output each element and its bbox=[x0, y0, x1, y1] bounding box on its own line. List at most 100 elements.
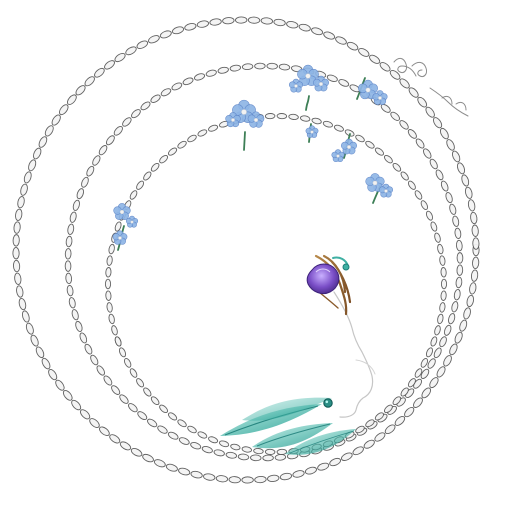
chain-link bbox=[421, 387, 432, 399]
chain-link bbox=[369, 54, 381, 64]
chain-link bbox=[71, 309, 79, 321]
chain-link bbox=[440, 180, 449, 192]
chain-link bbox=[28, 159, 37, 172]
chain-link bbox=[266, 62, 278, 70]
chain-link bbox=[425, 347, 434, 358]
chain-link bbox=[400, 387, 409, 397]
chain-link bbox=[346, 41, 359, 51]
flower-stem bbox=[305, 95, 310, 111]
chain-link bbox=[184, 23, 197, 31]
chain-link bbox=[276, 448, 288, 455]
chain-link bbox=[420, 358, 429, 368]
chain-link bbox=[129, 190, 138, 200]
chain-link bbox=[137, 411, 148, 421]
chain-link bbox=[344, 129, 355, 137]
chain-link bbox=[168, 147, 178, 156]
chain-link bbox=[341, 452, 353, 461]
forget-me-not-icon bbox=[372, 90, 388, 105]
chain-link bbox=[14, 272, 22, 286]
chain-link bbox=[439, 255, 446, 266]
chain-link bbox=[171, 82, 183, 91]
chain-link bbox=[433, 347, 442, 359]
chain-link bbox=[436, 366, 446, 378]
chain-link bbox=[472, 256, 480, 270]
chain-link bbox=[12, 247, 20, 260]
chain-link bbox=[433, 117, 443, 129]
chain-link bbox=[114, 52, 126, 63]
chain-link bbox=[333, 124, 344, 132]
chain-link bbox=[392, 396, 402, 406]
chain-link bbox=[55, 379, 65, 391]
chain-link bbox=[437, 243, 444, 255]
chain-link bbox=[392, 162, 402, 172]
chain-link bbox=[420, 368, 430, 379]
chain-link bbox=[65, 272, 73, 285]
chain-link bbox=[429, 158, 438, 170]
chain-link bbox=[208, 436, 219, 444]
chain-link bbox=[276, 113, 288, 120]
chain-link bbox=[168, 412, 178, 421]
chain-link bbox=[443, 355, 452, 367]
chain-link bbox=[196, 20, 210, 28]
chain-link bbox=[383, 404, 393, 414]
chain-link bbox=[434, 232, 441, 243]
hair-strands bbox=[314, 254, 352, 316]
chain-link bbox=[414, 190, 423, 200]
chain-link bbox=[467, 199, 476, 212]
chain-link bbox=[456, 252, 464, 264]
chain-link bbox=[439, 302, 446, 313]
chain-link bbox=[203, 473, 216, 481]
chain-link bbox=[122, 117, 132, 127]
chain-link bbox=[425, 210, 434, 221]
chain-link bbox=[25, 322, 34, 335]
chain-link bbox=[394, 415, 406, 426]
chain-link bbox=[140, 101, 151, 111]
chain-link bbox=[384, 424, 396, 435]
chain-link bbox=[66, 284, 74, 297]
chain-link bbox=[472, 237, 480, 250]
forget-me-not-icon bbox=[288, 78, 304, 93]
chain-link bbox=[222, 17, 235, 25]
chain-link bbox=[136, 40, 149, 49]
chain-link bbox=[449, 343, 458, 356]
chain-link bbox=[250, 454, 262, 462]
chain-link bbox=[267, 474, 280, 483]
chain-link bbox=[150, 94, 161, 103]
chain-link bbox=[157, 425, 168, 434]
chain-link bbox=[143, 387, 152, 397]
profile-line bbox=[333, 291, 374, 418]
forget-me-not-icon bbox=[125, 215, 139, 228]
chain-link bbox=[225, 451, 237, 459]
chain-link bbox=[13, 221, 21, 234]
chain-link bbox=[355, 425, 365, 434]
chain-link bbox=[311, 27, 324, 36]
chain-link bbox=[241, 63, 254, 71]
chain-link bbox=[234, 16, 248, 24]
chain-link bbox=[79, 409, 91, 420]
chain-link bbox=[90, 354, 99, 366]
chain-link bbox=[471, 224, 479, 237]
chain-link bbox=[190, 470, 203, 479]
leaf-cluster bbox=[220, 397, 356, 455]
chain-link bbox=[237, 453, 250, 461]
chain-link bbox=[425, 106, 435, 118]
chain-link bbox=[125, 46, 137, 56]
chain-link bbox=[130, 447, 143, 457]
chain-link bbox=[470, 211, 478, 225]
chain-link bbox=[408, 87, 419, 98]
chain-link bbox=[323, 31, 336, 40]
chain-necklace-group bbox=[12, 16, 480, 484]
chain-link bbox=[147, 418, 158, 428]
chain-link bbox=[260, 17, 274, 25]
chain-link bbox=[113, 126, 123, 136]
chain-link bbox=[177, 419, 187, 428]
chain-link bbox=[41, 357, 51, 370]
chain-link bbox=[229, 64, 242, 72]
chain-arc bbox=[104, 113, 448, 455]
chain-link bbox=[178, 437, 190, 445]
chain-link bbox=[15, 208, 23, 221]
chain-link bbox=[444, 324, 452, 336]
chain-link bbox=[464, 186, 473, 199]
chain-link bbox=[440, 278, 448, 290]
